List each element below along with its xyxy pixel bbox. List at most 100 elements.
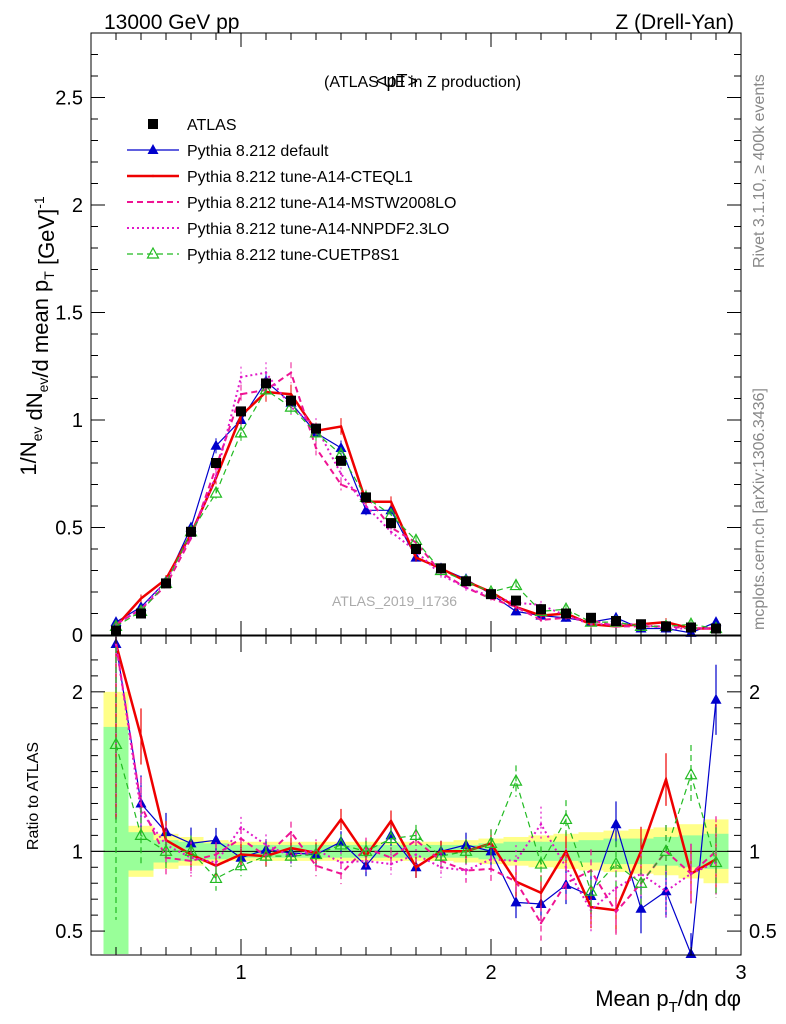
ratio-point-a14_mstw xyxy=(389,856,393,859)
main-point-atlas xyxy=(286,395,296,406)
main-point-atlas xyxy=(536,604,546,615)
legend-label-a14_cteql1: Pythia 8.212 tune-A14-CTEQL1 xyxy=(187,169,413,186)
ratio-point-a14_nnpdf xyxy=(489,858,493,861)
main-point-default xyxy=(360,504,372,515)
ratio-series-layer xyxy=(109,637,723,958)
ratio-point-a14_mstw xyxy=(339,872,343,875)
ratio-point-a14_nnpdf xyxy=(664,890,668,893)
ratio-point-cuetp8s1 xyxy=(609,856,623,869)
ratio-point-a14_nnpdf xyxy=(414,853,418,856)
main-point-atlas xyxy=(586,612,596,623)
legend-label-cuetp8s1: Pythia 8.212 tune-CUETP8S1 xyxy=(187,247,400,264)
main-point-atlas xyxy=(236,406,246,417)
main-y-axis-title-text: 1/Nev dNev/d mean pT [GeV]-1 xyxy=(16,196,59,476)
legend-label-a14_mstw: Pythia 8.212 tune-A14-MSTW2008LO xyxy=(187,195,456,212)
main-point-atlas xyxy=(261,378,271,389)
ratio-y-axis-title: Ratio to ATLAS xyxy=(25,742,42,850)
main-ytick-label: 1 xyxy=(72,410,83,432)
ratio-point-a14_cteql1 xyxy=(589,905,593,909)
legend-label-atlas: ATLAS xyxy=(187,117,237,134)
ratio-point-a14_nnpdf xyxy=(539,823,543,826)
ratio-line-default xyxy=(115,643,717,955)
ratio-point-a14_mstw xyxy=(614,910,618,914)
ratio-xtick-label: 1 xyxy=(235,962,246,984)
main-point-a14_mstw xyxy=(314,446,318,450)
legend-entry-atlas: ATLAS xyxy=(148,117,237,134)
main-point-atlas xyxy=(511,595,521,606)
ratio-point-a14_nnpdf xyxy=(564,866,568,869)
ratio-axes: 0.5 0.5 1 1 2 2 1 2 3 xyxy=(55,635,777,984)
legend-marker-a14_nnpdf xyxy=(151,226,155,230)
ratio-point-a14_mstw xyxy=(489,867,493,871)
main-point-a14_nnpdf xyxy=(214,474,218,478)
ratio-series-cuetp8s1 xyxy=(109,637,723,920)
main-point-a14_nnpdf xyxy=(339,472,343,475)
legend-label-a14_nnpdf: Pythia 8.212 tune-A14-NNPDF2.3LO xyxy=(187,221,449,238)
ratio-point-a14_nnpdf xyxy=(214,861,218,864)
main-point-a14_mstw xyxy=(539,618,543,622)
ratio-point-a14_cteql1 xyxy=(314,851,318,855)
ratio-point-default xyxy=(635,902,647,913)
ratio-point-cuetp8s1 xyxy=(384,831,398,844)
ratio-point-a14_mstw xyxy=(539,921,543,925)
ratio-point-cuetp8s1 xyxy=(259,848,273,861)
ratio-xtick-label: 3 xyxy=(735,962,746,984)
main-point-atlas xyxy=(461,576,471,587)
legend: ATLAS Pythia 8.212 default Pythia 8.212 tu… xyxy=(127,117,456,264)
ratio-point-cuetp8s1 xyxy=(709,855,723,868)
mcplots-label: mcplots.cern.ch [arXiv:1306.3436] xyxy=(751,388,768,630)
main-point-default xyxy=(210,439,222,450)
main-point-cuetp8s1 xyxy=(209,485,223,498)
main-point-a14_mstw xyxy=(239,393,243,396)
ratio-point-cuetp8s1 xyxy=(409,828,423,840)
ratio-point-a14_cteql1 xyxy=(564,850,568,853)
ratio-point-cuetp8s1 xyxy=(534,856,548,869)
ratio-point-cuetp8s1 xyxy=(359,844,373,856)
ratio-point-a14_cteql1 xyxy=(664,778,668,781)
legend-marker-atlas xyxy=(148,119,158,129)
ratio-point-default xyxy=(610,818,622,829)
ratio-point-cuetp8s1 xyxy=(109,737,123,750)
ratio-xtick-label: 2 xyxy=(485,962,496,984)
main-point-atlas xyxy=(386,518,396,529)
ratio-ytick-label: 0.5 xyxy=(55,921,83,943)
legend-label-default: Pythia 8.212 default xyxy=(187,143,329,160)
main-point-atlas xyxy=(336,455,346,466)
main-point-atlas xyxy=(686,622,696,633)
ratio-point-a14_cteql1 xyxy=(389,819,393,823)
legend-entry-a14_mstw: Pythia 8.212 tune-A14-MSTW2008LO xyxy=(127,195,456,212)
legend-marker-a14_cteql1 xyxy=(151,174,155,178)
ratio-point-a14_nnpdf xyxy=(389,862,393,866)
ratio-point-default xyxy=(210,834,222,845)
ratio-point-cuetp8s1 xyxy=(684,767,698,780)
main-point-a14_mstw xyxy=(339,483,343,486)
ratio-ytick-label-right: 2 xyxy=(749,682,760,704)
main-y-axis-title: 1/Nev dNev/d mean pT [GeV]-1 xyxy=(16,196,59,476)
ratio-point-cuetp8s1 xyxy=(434,848,448,861)
main-point-a14_nnpdf xyxy=(389,530,393,533)
ratio-point-a14_nnpdf xyxy=(239,826,243,829)
ratio-ytick-label-right: 0.5 xyxy=(749,921,777,943)
main-point-cuetp8s1 xyxy=(284,399,298,412)
ratio-point-cuetp8s1 xyxy=(509,773,523,786)
ratio-point-cuetp8s1 xyxy=(309,847,323,860)
header-process: Z (Drell-Yan) xyxy=(615,11,734,34)
header-energy: 13000 GeV pp xyxy=(104,11,239,34)
main-point-atlas xyxy=(661,621,671,632)
analysis-watermark: ATLAS_2019_I1736 xyxy=(332,593,457,609)
ratio-ytick-label: 1 xyxy=(72,841,83,863)
main-point-atlas xyxy=(311,423,321,434)
ratio-point-cuetp8s1 xyxy=(584,883,598,896)
ratio-point-cuetp8s1 xyxy=(184,844,198,856)
main-point-default xyxy=(335,441,347,452)
main-point-atlas xyxy=(436,563,446,574)
main-point-cuetp8s1 xyxy=(509,578,523,591)
ratio-point-cuetp8s1 xyxy=(484,836,498,848)
main-point-a14_nnpdf xyxy=(464,586,468,589)
legend-marker-a14_mstw xyxy=(151,200,155,204)
main-point-a14_cteql1 xyxy=(289,393,293,396)
ratio-point-cuetp8s1 xyxy=(284,848,298,861)
main-point-a14_cteql1 xyxy=(389,500,393,503)
x-axis-title-text: Mean pT/dη dφ xyxy=(595,986,741,1016)
ratio-series-default xyxy=(110,637,722,958)
